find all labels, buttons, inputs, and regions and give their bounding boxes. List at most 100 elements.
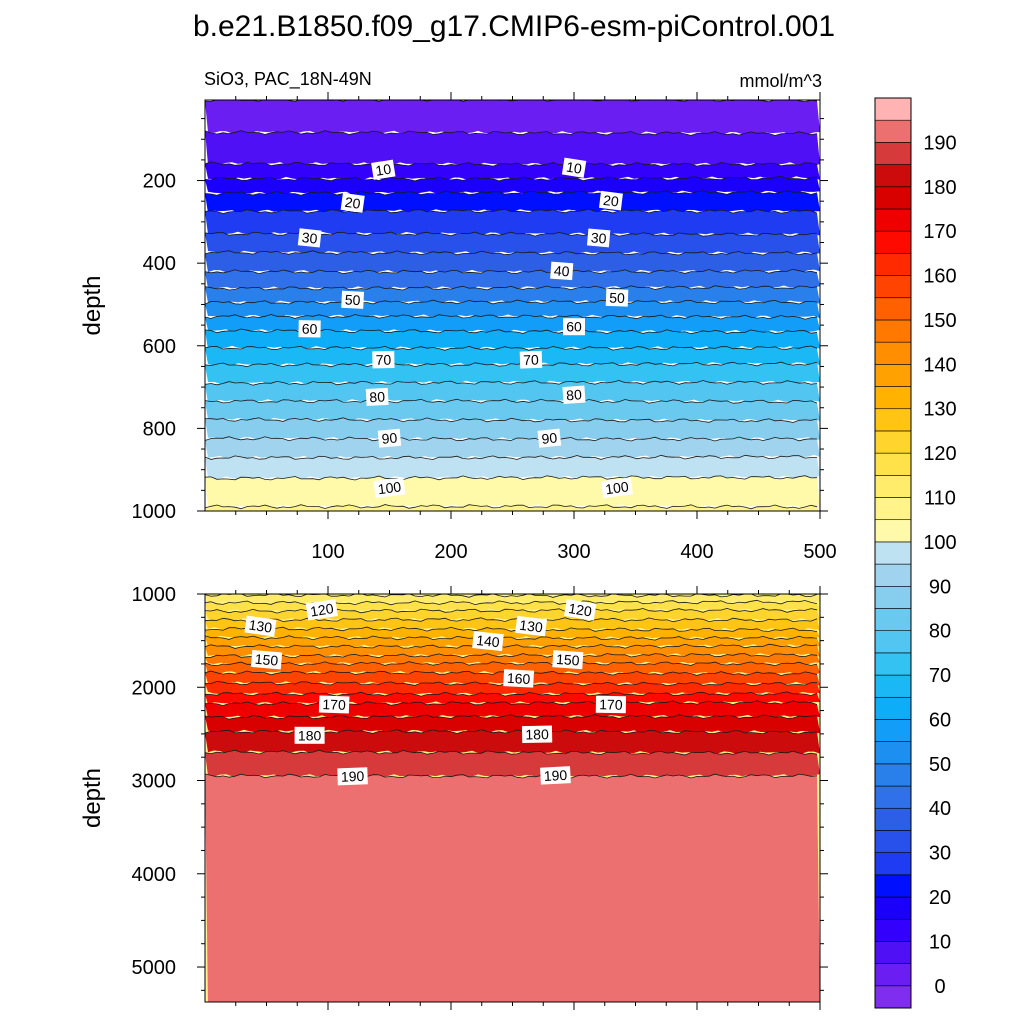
contour-line (205, 475, 818, 481)
contour-line (205, 643, 818, 649)
colorbar-tick-label: 30 (929, 843, 951, 865)
contour-band (205, 644, 820, 658)
contour-label-text: 70 (375, 352, 391, 368)
contour-band (205, 436, 820, 460)
contour-band (205, 700, 820, 720)
contour-label-text: 50 (609, 290, 625, 307)
colorbar-tick-label: 80 (929, 621, 951, 643)
contour-line (205, 617, 818, 623)
colorbar-tick-label: 170 (923, 221, 956, 243)
chart-subtitle-left: SiO3, PAC_18N-49N (204, 69, 372, 90)
contour-band (205, 346, 820, 367)
y-tick-label: 600 (143, 336, 176, 358)
contour-band (205, 100, 820, 135)
contour-line (205, 398, 818, 404)
y-tick-label: 4000 (132, 864, 177, 886)
colorbar-swatch (874, 164, 912, 188)
contour-band (205, 209, 820, 237)
units-label: mmol/m^3 (740, 71, 822, 91)
colorbar-swatch (874, 963, 912, 987)
contour-label: 20 (599, 190, 623, 211)
colorbar-swatch (874, 830, 912, 853)
colorbar-swatch (874, 985, 912, 1009)
contour-line (205, 504, 818, 510)
top-panel: 10 10 20 20 30 30 40 50 50 60 60 70 70 80 80 90 90 100 100… (79, 92, 837, 563)
contour-line (205, 361, 818, 368)
contour-label-text: 180 (298, 727, 322, 743)
y-tick-label: 200 (143, 171, 176, 193)
colorbar-swatch (874, 696, 912, 720)
contour-label: 170 (318, 695, 350, 714)
colorbar-swatch (874, 652, 912, 676)
contour-line (205, 635, 818, 641)
colorbar-swatch (874, 630, 912, 654)
contour-line (205, 380, 818, 386)
contour-label-text: 130 (518, 617, 543, 636)
contour-label-text: 160 (507, 670, 531, 687)
contour-label-text: 60 (302, 321, 318, 337)
colorbar-tick-label: 40 (929, 798, 951, 820)
x-tick-label: 200 (434, 541, 467, 563)
contour-label-text: 120 (309, 600, 335, 619)
colorbar-swatch (874, 230, 912, 254)
colorbar-swatch (874, 741, 912, 765)
colorbar-swatch (874, 497, 912, 521)
contour-label: 120 (305, 599, 338, 621)
colorbar-tick-label: 120 (923, 443, 956, 465)
contour-line (205, 100, 818, 103)
contour-label-text: 170 (322, 696, 346, 713)
contour-line (205, 250, 818, 256)
contour-line (205, 626, 818, 632)
contour-label-text: 190 (341, 768, 365, 785)
contour-line (205, 691, 818, 697)
contour-band (205, 232, 820, 256)
colorbar-swatch (874, 364, 912, 387)
contour-band (205, 773, 820, 1002)
contour-line (205, 417, 818, 423)
contour-band (205, 691, 820, 706)
y-tick-label: 2000 (132, 677, 177, 699)
contour-label-text: 150 (556, 651, 581, 669)
colorbar-tick-label: 60 (929, 709, 951, 731)
colorbar-tick-label: 50 (929, 754, 951, 776)
contour-band (205, 661, 820, 676)
colorbar-swatch (874, 119, 912, 143)
contour-label: 40 (550, 261, 574, 281)
colorbar-swatch (874, 408, 912, 432)
contour-band (205, 362, 820, 385)
colorbar-tick-label: 10 (929, 931, 951, 953)
colorbar-swatch (874, 763, 912, 787)
colorbar-swatch (874, 341, 912, 365)
contour-band (205, 329, 820, 351)
contour-label: 190 (337, 767, 368, 786)
contour-label: 80 (365, 387, 389, 406)
contour-label-text: 90 (381, 430, 398, 447)
colorbar-swatch (874, 386, 912, 410)
chart-title: b.e21.B1850.f09_g17.CMIP6-esm-piControl.… (193, 10, 835, 43)
contour-label-text: 90 (541, 429, 558, 447)
contour-line (205, 161, 818, 167)
contour-band (205, 176, 820, 196)
colorbar: 0 10 20 30 40 50 60 70 80 90 100 110 120 130 140 150 160… (874, 97, 957, 1009)
contour-label-text: 120 (567, 600, 593, 619)
colorbar-swatch (874, 852, 912, 876)
contour-fill-group (205, 594, 820, 1002)
contour-label: 30 (586, 228, 611, 248)
contour-label: 130 (515, 615, 547, 637)
contour-band (205, 314, 820, 334)
contour-label: 20 (340, 192, 365, 213)
contour-line (205, 345, 818, 351)
x-tick-label: 500 (803, 541, 836, 563)
contour-line (205, 714, 818, 720)
contour-band (205, 714, 820, 735)
colorbar-swatch (874, 142, 912, 165)
contour-label: 150 (552, 650, 584, 670)
colorbar-tick-label: 70 (929, 665, 951, 687)
contour-label-text: 80 (369, 388, 386, 405)
contour-line (205, 190, 818, 196)
colorbar-swatch (874, 585, 912, 609)
contour-line (205, 661, 818, 667)
colorbar-swatch (874, 452, 912, 476)
x-tick-label: 100 (311, 541, 344, 563)
